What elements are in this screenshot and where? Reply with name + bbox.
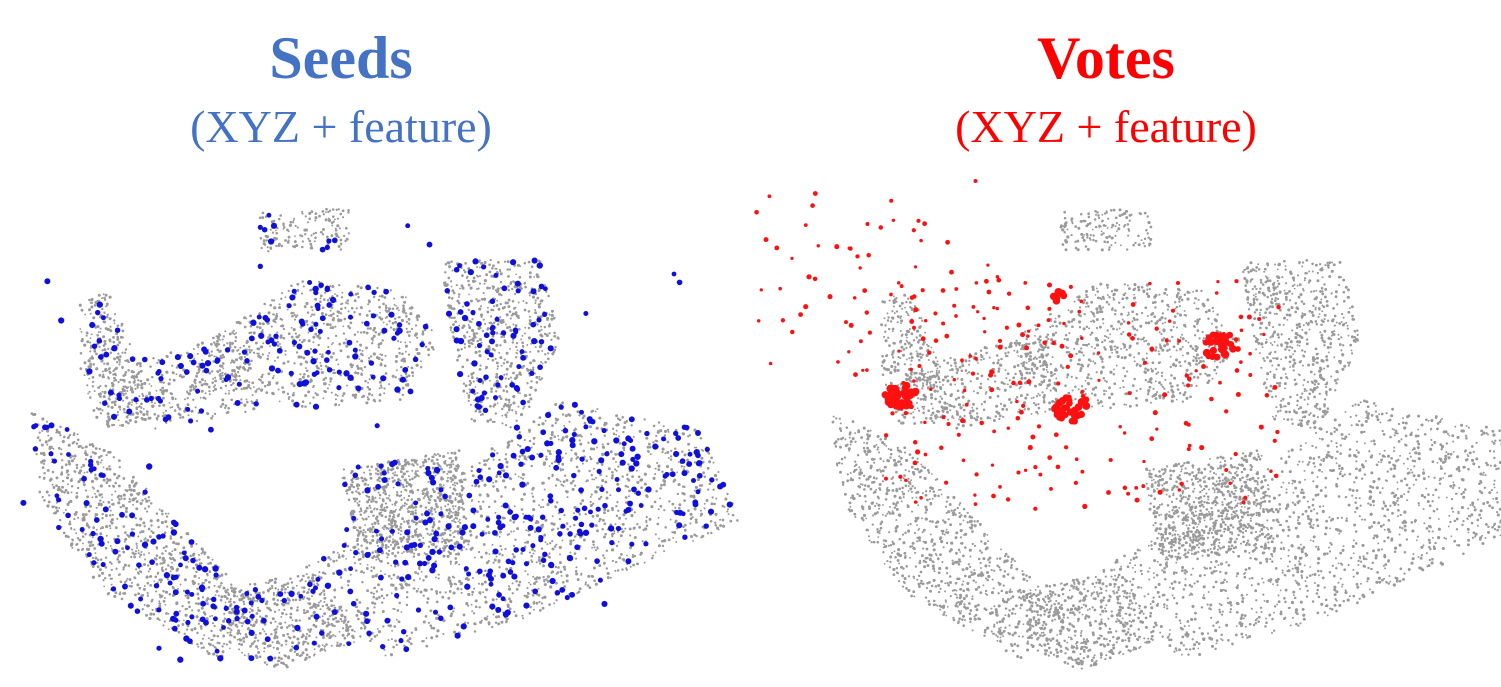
votes-title: Votes (1037, 25, 1175, 91)
votes-panel: Votes (XYZ + feature) (751, 0, 1501, 687)
background-points (831, 208, 1501, 670)
seeds-title: Seeds (269, 25, 413, 91)
seeds-point-cloud (20, 207, 739, 669)
seeds-subtitle: (XYZ + feature) (190, 101, 492, 152)
votes-point-cloud (754, 179, 1501, 670)
background-points (30, 207, 739, 669)
vote-points (754, 179, 1281, 511)
seeds-panel: Seeds (XYZ + feature) (0, 0, 750, 687)
seed-points (20, 212, 733, 663)
votes-subtitle: (XYZ + feature) (955, 101, 1257, 152)
